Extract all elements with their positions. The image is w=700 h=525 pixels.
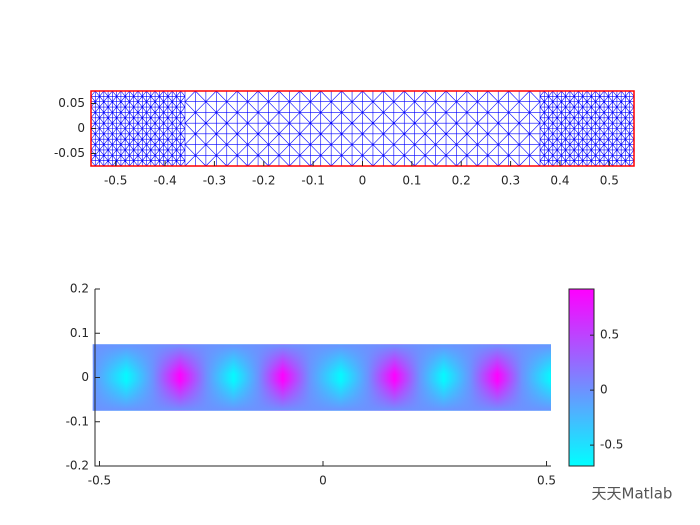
- x-tick-label: 0.5: [537, 474, 556, 488]
- colorbar-tick-label: 0.5: [600, 328, 619, 342]
- x-tick-label: -0.1: [301, 174, 324, 188]
- colorbar-tick-label: 0: [600, 383, 608, 397]
- x-tick-label: -0.5: [88, 474, 111, 488]
- y-tick-label: 0.1: [70, 326, 89, 340]
- y-tick-label: 0.05: [58, 96, 85, 110]
- x-tick-label: 0: [359, 174, 367, 188]
- y-tick-label: 0: [77, 121, 85, 135]
- x-tick-label: 0.4: [550, 174, 569, 188]
- x-tick-label: -0.2: [252, 174, 275, 188]
- colorbar: [568, 288, 595, 467]
- y-tick-label: -0.05: [54, 146, 85, 160]
- x-tick-label: -0.5: [104, 174, 127, 188]
- x-tick-label: 0.5: [600, 174, 619, 188]
- x-tick-label: -0.4: [153, 174, 176, 188]
- x-tick-label: 0: [319, 474, 327, 488]
- y-tick-label: 0.2: [70, 282, 89, 296]
- watermark: 天天Matlab: [592, 485, 673, 503]
- y-tick-label: -0.1: [66, 414, 89, 428]
- y-tick-label: 0: [81, 370, 89, 384]
- x-tick-label: 0.2: [452, 174, 471, 188]
- x-tick-label: 0.3: [501, 174, 520, 188]
- mesh: [90, 90, 635, 167]
- y-tick-label: -0.2: [66, 459, 89, 473]
- field-fade: [92, 344, 551, 411]
- x-tick-label: -0.3: [203, 174, 226, 188]
- colorbar-tick-label: -0.5: [600, 438, 623, 452]
- x-tick-label: 0.1: [402, 174, 421, 188]
